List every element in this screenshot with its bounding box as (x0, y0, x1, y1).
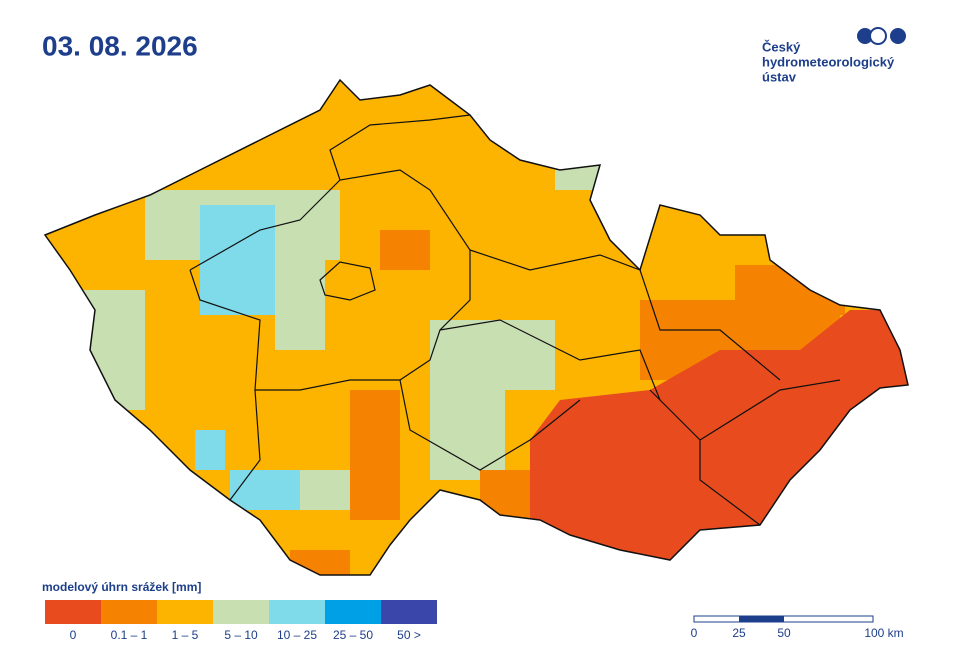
logo-dot (869, 27, 887, 45)
legend: 0 0.1 – 1 1 – 5 5 – 10 10 – 25 25 – 50 50 > (45, 600, 437, 642)
legend-swatch (269, 600, 325, 624)
legend-label: 25 – 50 (333, 628, 373, 642)
scale-segment (739, 616, 784, 622)
logo-dot (890, 28, 906, 44)
legend-swatch (325, 600, 381, 624)
map-cell (430, 320, 555, 390)
scale-label: 100 km (864, 626, 903, 640)
map-cell (300, 470, 350, 510)
region-borders (43, 78, 909, 576)
legend-label: 10 – 25 (277, 628, 317, 642)
scale-label: 0 (691, 626, 698, 640)
scale-label: 50 (777, 626, 791, 640)
region-border (329, 114, 471, 181)
region-border (699, 379, 841, 441)
region-border (319, 261, 376, 301)
map-cell (195, 430, 225, 470)
legend-swatch (101, 600, 157, 624)
region-border (469, 249, 641, 271)
region-border (229, 389, 261, 501)
map-cell (430, 390, 505, 480)
logo-text: Český (762, 39, 801, 54)
legend-label: 5 – 10 (224, 628, 258, 642)
region-border (399, 379, 581, 471)
legend-label: 0 (70, 628, 77, 642)
map-cell (230, 470, 300, 510)
map-cell (275, 230, 325, 350)
region-border (649, 389, 761, 526)
legend-swatch (381, 600, 437, 624)
legend-swatch (45, 600, 101, 624)
logo-text: ústav (762, 69, 797, 84)
logo-dot (857, 28, 873, 44)
region-border (639, 269, 781, 381)
map-cell (200, 205, 275, 315)
legend-swatch (213, 600, 269, 624)
scale-bar: 0 25 50 100 km (691, 615, 904, 640)
country-border (43, 78, 909, 576)
map-cell (380, 230, 430, 270)
map-cell (555, 160, 600, 190)
region-border (439, 319, 661, 401)
map-cell (735, 265, 845, 315)
logo: Český hydrometeorologický ústav (762, 27, 906, 84)
date-title: 03. 08. 2026 (42, 30, 198, 61)
scale-label: 25 (732, 626, 746, 640)
legend-swatch (157, 600, 213, 624)
legend-label: 1 – 5 (172, 628, 199, 642)
legend-label: 0.1 – 1 (111, 628, 148, 642)
legend-label: 50 > (397, 628, 421, 642)
legend-title: modelový úhrn srážek [mm] (42, 580, 201, 594)
map-cell (350, 390, 400, 520)
logo-text: hydrometeorologický (762, 54, 895, 69)
